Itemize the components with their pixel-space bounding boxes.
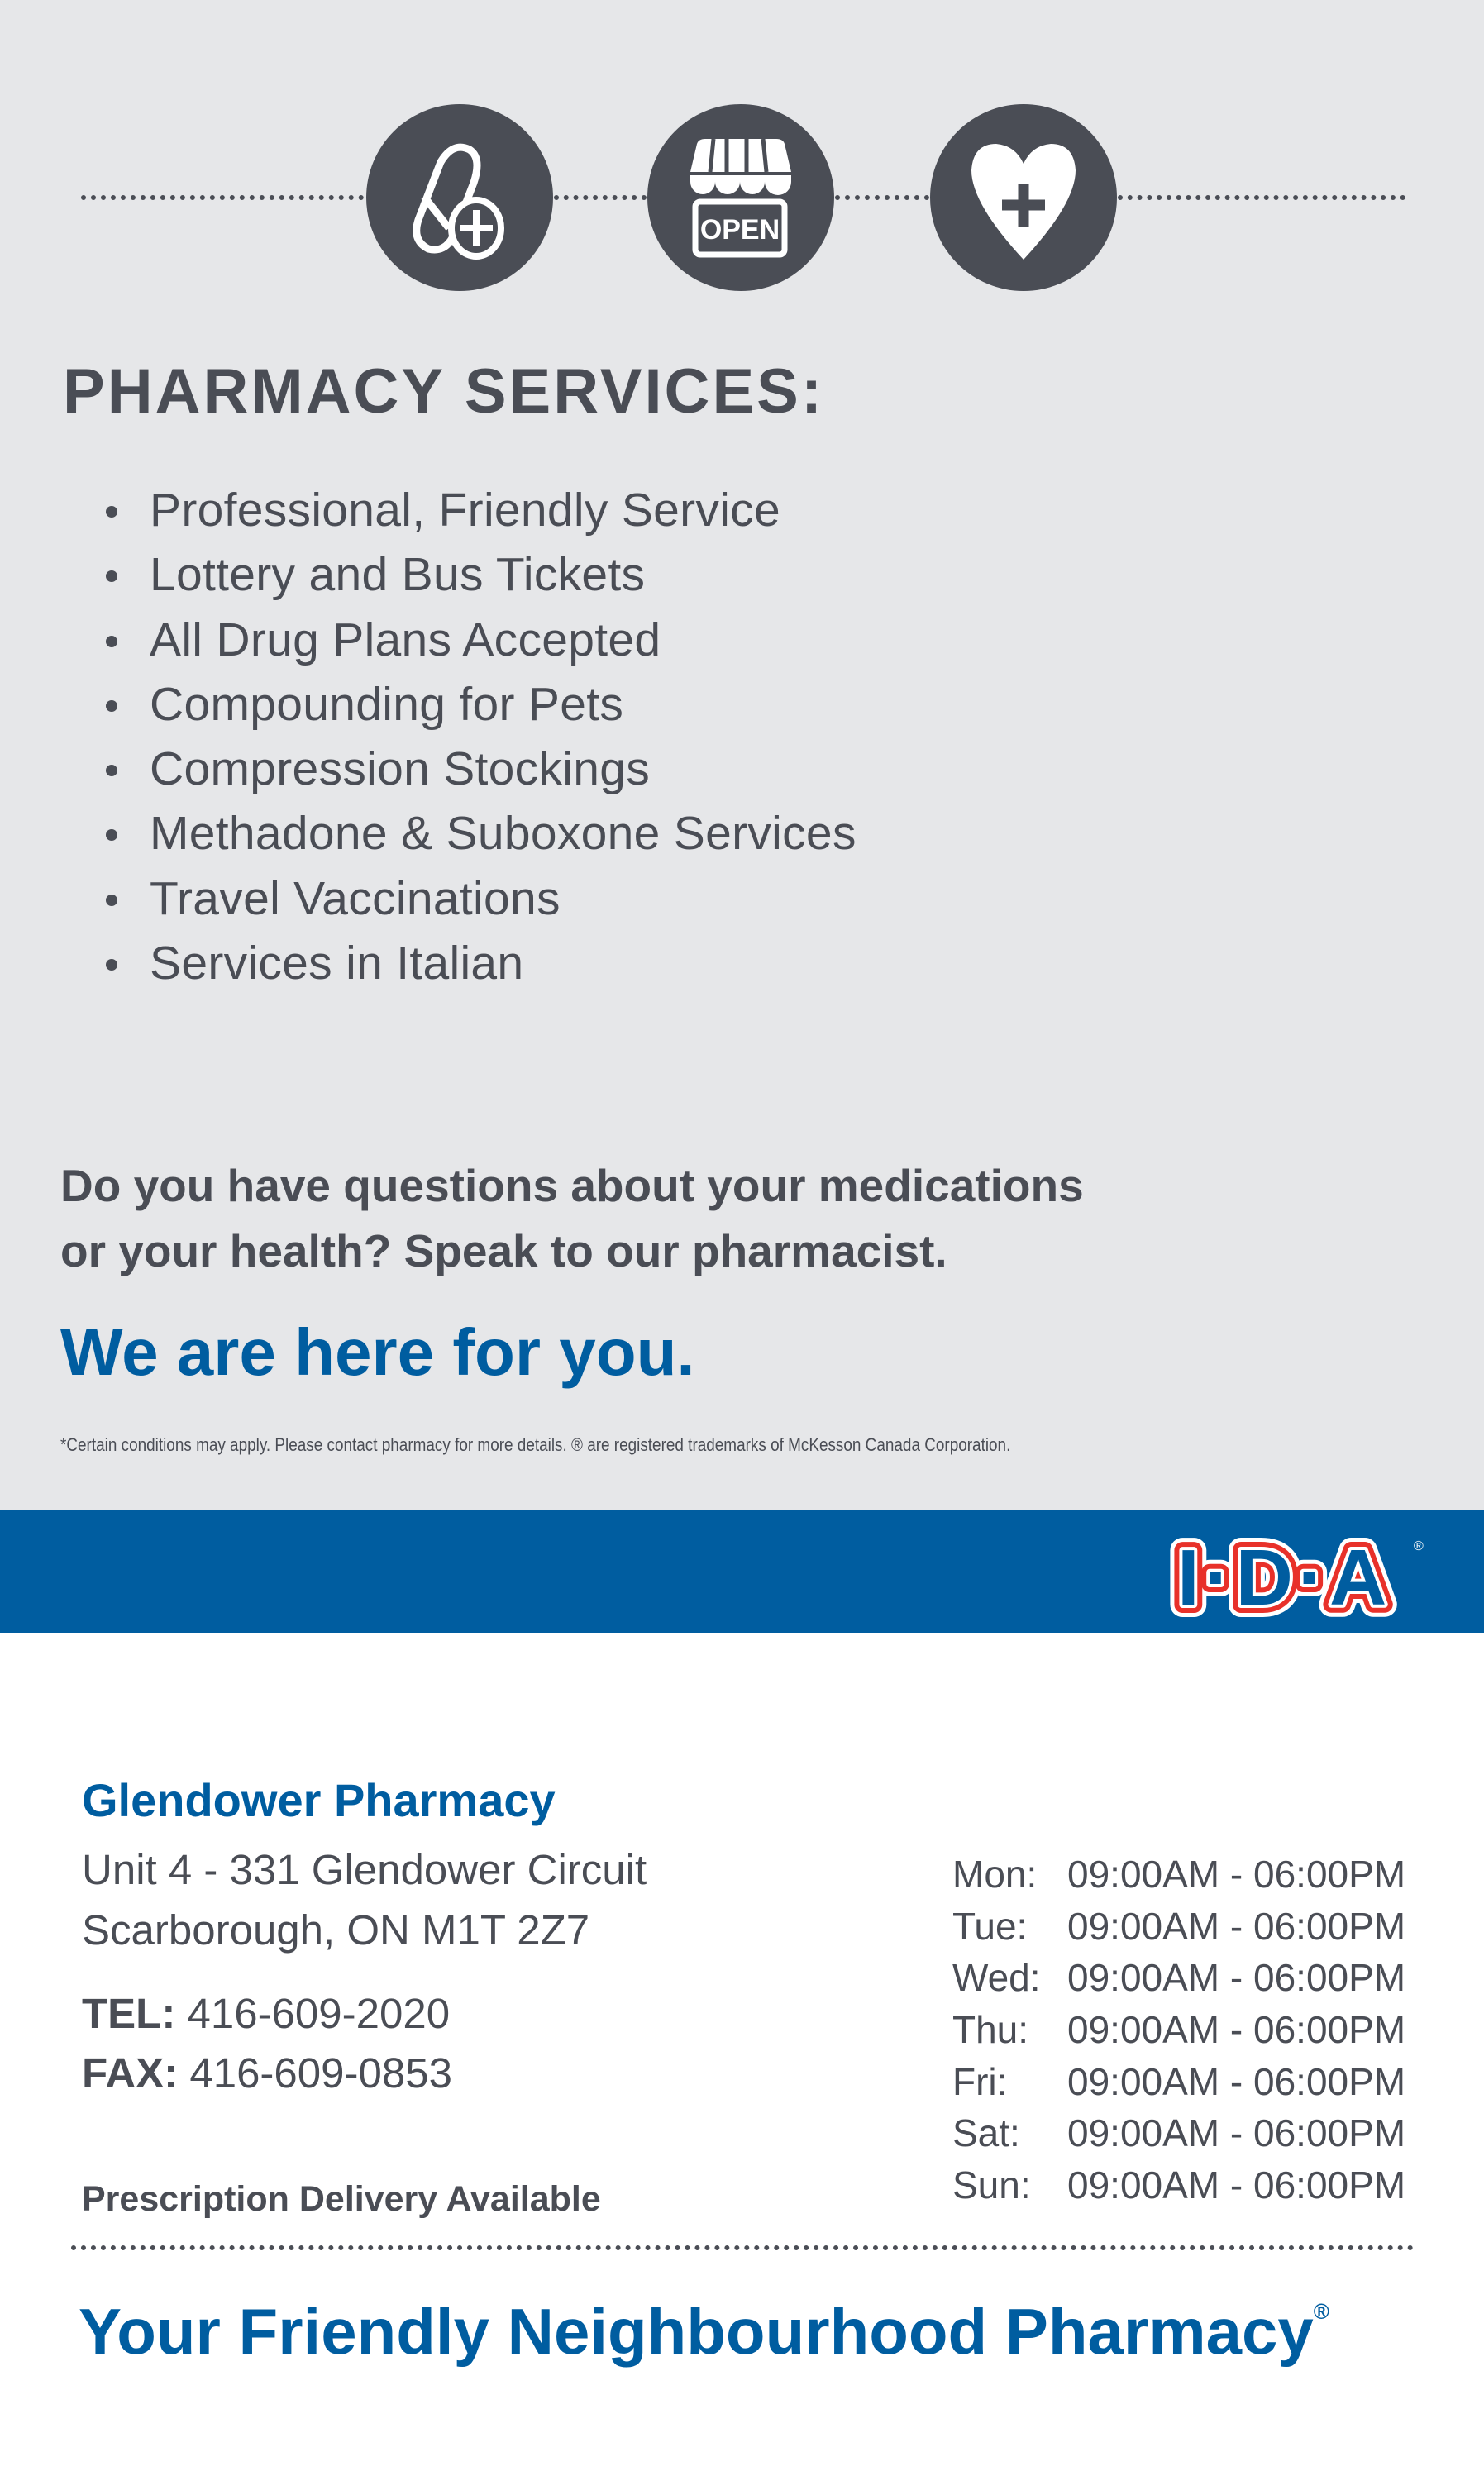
tel-number[interactable]: 416-609-2020 <box>187 1990 451 2037</box>
list-item: All Drug Plans Accepted <box>99 608 857 672</box>
dotted-divider <box>1118 195 1405 200</box>
tagline: We are here for you. <box>60 1315 695 1389</box>
dotted-divider <box>554 195 647 200</box>
day: Wed: <box>952 1956 1041 2000</box>
svg-text:®: ® <box>1414 1539 1424 1553</box>
dotted-divider <box>835 195 929 200</box>
time: 09:00AM - 06:00PM <box>1067 2111 1406 2155</box>
list-item: Compression Stockings <box>99 737 857 801</box>
services-title: PHARMACY SERVICES: <box>63 356 825 427</box>
hours-row: Wed: 09:00AM - 06:00PM <box>952 1952 1405 2004</box>
hours-row: Mon: 09:00AM - 06:00PM <box>952 1849 1405 1901</box>
list-item: Lottery and Bus Tickets <box>99 542 857 607</box>
day: Fri: <box>952 2059 1008 2103</box>
svg-text:I·D·A: I·D·A <box>1177 1534 1391 1620</box>
time: 09:00AM - 06:00PM <box>1067 2059 1406 2103</box>
fine-print: *Certain conditions may apply. Please co… <box>60 1434 1011 1455</box>
list-item: Services in Italian <box>99 931 857 995</box>
dotted-divider <box>81 195 364 200</box>
phone[interactable]: TEL: 416-609-2020 <box>82 1989 450 2038</box>
hours-row: Tue: 09:00AM - 06:00PM <box>952 1901 1405 1953</box>
day: Thu: <box>952 2008 1029 2052</box>
time: 09:00AM - 06:00PM <box>1067 1956 1406 2000</box>
fax-number: 416-609-0853 <box>189 2049 452 2097</box>
store-hours: Mon: 09:00AM - 06:00PM Tue: 09:00AM - 06:0… <box>952 1849 1405 2211</box>
ida-logo: I·D·A I·D·A I·D·A I·D·A ® <box>1166 1525 1424 1620</box>
day: Tue: <box>952 1904 1028 1948</box>
pharmacy-name: Glendower Pharmacy <box>82 1774 556 1826</box>
svg-text:I·D·A: I·D·A <box>1177 1534 1391 1620</box>
time: 09:00AM - 06:00PM <box>1067 2008 1406 2052</box>
list-item: Travel Vaccinations <box>99 866 857 931</box>
time: 09:00AM - 06:00PM <box>1067 2164 1406 2207</box>
pill-plus-icon <box>366 104 553 291</box>
fax: FAX: 416-609-0853 <box>82 2049 452 2097</box>
open-store-icon: OPEN <box>647 104 834 291</box>
dotted-divider <box>71 2245 1414 2250</box>
svg-text:OPEN: OPEN <box>700 214 780 246</box>
slogan-text: Your Friendly Neighbourhood Pharmacy <box>79 2295 1314 2368</box>
pharmacist-question: Do you have questions about your medicat… <box>60 1153 1084 1284</box>
question-line: or your health? Speak to our pharmacist. <box>60 1225 947 1276</box>
question-line: Do you have questions about your medicat… <box>60 1160 1084 1211</box>
delivery-note: Prescription Delivery Available <box>82 2179 601 2219</box>
time: 09:00AM - 06:00PM <box>1067 1853 1406 1896</box>
tel-label: TEL: <box>82 1990 176 2037</box>
heart-plus-icon <box>930 104 1117 291</box>
list-item: Compounding for Pets <box>99 672 857 737</box>
hours-row: Fri: 09:00AM - 06:00PM <box>952 2056 1405 2108</box>
svg-text:I·D·A: I·D·A <box>1177 1534 1391 1620</box>
list-item: Professional, Friendly Service <box>99 478 857 542</box>
hours-row: Sun: 09:00AM - 06:00PM <box>952 2159 1405 2211</box>
services-list: Professional, Friendly Service Lottery a… <box>99 478 857 995</box>
address-line: Scarborough, ON M1T 2Z7 <box>82 1906 590 1954</box>
slogan: Your Friendly Neighbourhood Pharmacy® <box>79 2294 1329 2369</box>
svg-text:I·D·A: I·D·A <box>1177 1534 1391 1620</box>
hours-row: Thu: 09:00AM - 06:00PM <box>952 2004 1405 2056</box>
day: Sat: <box>952 2111 1020 2155</box>
fax-label: FAX: <box>82 2049 179 2097</box>
hours-row: Sat: 09:00AM - 06:00PM <box>952 2107 1405 2159</box>
time: 09:00AM - 06:00PM <box>1067 1904 1406 1948</box>
day: Sun: <box>952 2164 1031 2207</box>
registered-mark: ® <box>1313 2299 1329 2324</box>
list-item: Methadone & Suboxone Services <box>99 801 857 866</box>
address-line: Unit 4 - 331 Glendower Circuit <box>82 1846 647 1893</box>
brand-band <box>0 1510 1484 1633</box>
day: Mon: <box>952 1853 1038 1896</box>
services-panel: OPEN PHARMACY SERVICES: Professional, Fr… <box>0 0 1484 1510</box>
